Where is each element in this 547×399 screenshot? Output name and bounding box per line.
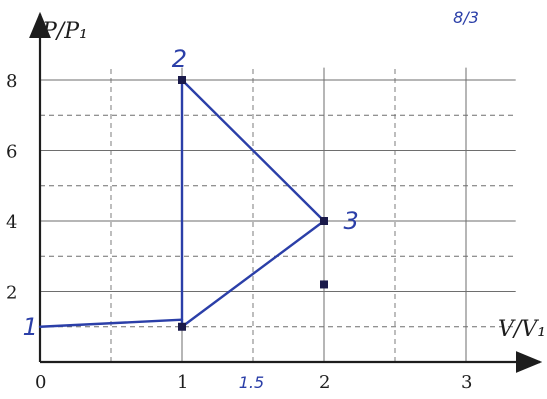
x-axis-label: V/V₁ [498, 317, 546, 342]
extra-point-marker [320, 280, 328, 289]
y-tick-label: 6 [6, 142, 17, 163]
x-tick-label: 2 [319, 372, 330, 393]
y-tick-label: 8 [6, 71, 17, 92]
state-point-marker [178, 76, 186, 84]
series-line [38, 318, 184, 328]
series-lines [38, 78, 326, 328]
x-tick-label: 1 [177, 372, 188, 393]
y-tick-label: 4 [6, 212, 17, 233]
annotation-label: 1.5 [239, 373, 264, 392]
y-tick-label: 2 [6, 283, 17, 304]
y-axis-label: P/P₁ [41, 19, 88, 44]
annotation-label: 8/3 [453, 8, 479, 27]
state-point-marker [320, 217, 328, 225]
series-line [180, 78, 326, 328]
annotation-label: 1 [23, 313, 38, 341]
handwritten-annotations: 1 2 3 1.5 8/3 [23, 8, 479, 392]
x-tick-label: 0 [35, 372, 46, 393]
state-point-marker [178, 322, 186, 331]
state-points [178, 76, 328, 331]
annotation-label: 3 [344, 207, 359, 235]
grid [40, 67, 516, 362]
axes [29, 11, 543, 373]
x-tick-label: 3 [461, 372, 472, 393]
annotation-label: 2 [172, 45, 187, 73]
